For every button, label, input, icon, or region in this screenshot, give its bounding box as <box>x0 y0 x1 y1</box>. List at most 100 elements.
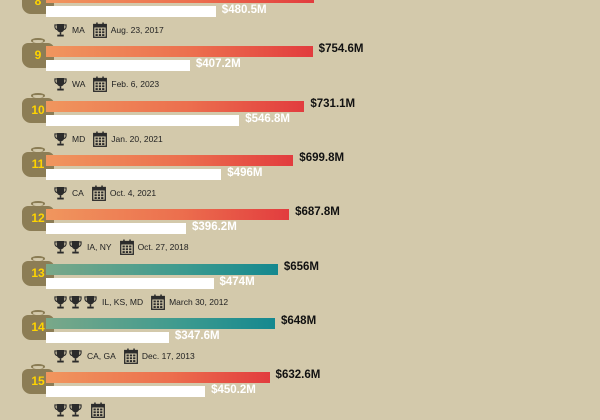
trophy-group <box>54 403 84 417</box>
winner-meta <box>54 401 109 419</box>
total-bar <box>46 100 305 112</box>
winner-meta: IA, NY Oct. 27, 2018 <box>54 238 189 256</box>
opening-value-label: $496M <box>227 166 263 179</box>
winner-states: IL, KS, MD <box>102 296 144 307</box>
total-bar <box>46 317 275 329</box>
rank-label: 14 <box>31 319 45 334</box>
trophy-group <box>54 77 69 91</box>
opening-value-label: $347.6M <box>174 329 220 342</box>
trophy-group <box>54 186 69 200</box>
money-bag-knot <box>31 38 45 44</box>
total-bar <box>46 263 278 275</box>
draw-date: Aug. 23, 2017 <box>110 25 164 35</box>
opening-bar <box>46 168 222 180</box>
calendar-icon <box>91 402 105 419</box>
trophy-group <box>54 23 69 37</box>
winner-meta: MD Jan. 20, 2021 <box>54 130 163 148</box>
rank-label: 8 <box>34 0 42 8</box>
money-bag-knot <box>31 92 45 98</box>
money-bag-knot <box>31 255 45 261</box>
winner-meta: IL, KS, MD March 30, 2012 <box>54 293 228 311</box>
winner-meta: MA Aug. 23, 2017 <box>54 21 164 39</box>
trophy-icon <box>54 186 67 200</box>
trophy-icon <box>84 295 97 308</box>
money-bag-knot <box>31 364 45 370</box>
winner-states: MA <box>72 25 85 35</box>
money-bag-knot <box>31 201 45 207</box>
opening-value-label: $450.2M <box>211 384 256 397</box>
opening-bar <box>46 114 240 126</box>
trophy-group <box>54 240 84 254</box>
total-value-label: $656M <box>283 260 319 273</box>
rank-label: 12 <box>31 211 45 226</box>
opening-bar <box>46 386 206 398</box>
opening-value-label: $396.2M <box>192 221 237 234</box>
trophy-icon <box>69 349 82 363</box>
total-value-label: $731.1M <box>310 97 356 110</box>
calendar-icon <box>92 22 107 38</box>
trophy-group <box>54 349 84 363</box>
trophy-icon <box>54 132 67 146</box>
trophy-icon <box>54 23 67 37</box>
calendar-icon <box>119 239 134 256</box>
total-value-label: $648M <box>281 314 317 327</box>
total-value-label: $632.6M <box>275 369 321 382</box>
draw-date: Oct. 27, 2018 <box>137 242 189 253</box>
winner-meta: CA Oct. 4, 2021 <box>54 184 156 202</box>
bar-row: 12 $687.8M $396.2M IA, NY Oct. 27, 2018 <box>0 201 600 257</box>
trophy-icon <box>69 241 82 254</box>
total-bar <box>46 209 290 221</box>
bar-row: 10 $731.1M $546.8M MD Jan. 20, 2021 <box>0 92 600 149</box>
winner-meta: WA Feb. 6, 2023 <box>54 75 159 93</box>
trophy-group <box>54 295 99 309</box>
trophy-icon <box>54 78 67 91</box>
draw-date: Feb. 6, 2023 <box>111 79 160 90</box>
trophy-icon <box>54 349 67 363</box>
trophy-icon <box>69 295 82 308</box>
opening-value-label: $407.2M <box>195 58 241 71</box>
bar-row: 13 $656M $474M IL, KS, MD March 30, 2012 <box>0 255 600 312</box>
opening-bar <box>46 223 187 235</box>
bar-row: 8 $758.7M $480.5M MA Aug. 23, 2017 <box>0 0 600 40</box>
calendar-icon <box>123 348 138 364</box>
opening-bar <box>46 277 214 289</box>
total-value-label: $699.8M <box>299 151 345 164</box>
rank-label: 13 <box>31 265 45 280</box>
trophy-icon <box>54 295 67 308</box>
winner-meta: CA, GA Dec. 17, 2013 <box>54 347 195 365</box>
trophy-group <box>54 132 69 146</box>
calendar-icon <box>93 76 108 93</box>
rank-label: 9 <box>34 48 42 63</box>
trophy-icon <box>54 241 67 254</box>
winner-states: CA <box>72 187 84 198</box>
calendar-icon <box>151 294 166 310</box>
rank-label: 15 <box>31 374 45 389</box>
trophy-icon <box>54 404 67 417</box>
opening-value-label: $474M <box>219 275 255 288</box>
calendar-icon <box>93 131 108 147</box>
bar-row: 14 $648M $347.6M CA, GA Dec. 17, 2013 <box>0 309 600 366</box>
opening-bar <box>46 6 216 17</box>
rank-label: 10 <box>31 102 45 117</box>
draw-date: Jan. 20, 2021 <box>111 133 163 144</box>
opening-bar <box>46 331 169 343</box>
opening-bar <box>46 60 190 72</box>
trophy-icon <box>69 404 82 417</box>
bar-row: 9 $754.6M $407.2M WA Feb. 6, 2023 <box>0 38 600 94</box>
total-value-label: $758.7M <box>320 0 365 1</box>
total-value-label: $754.6M <box>318 43 364 56</box>
total-bar <box>46 46 313 58</box>
bar-row: 15 $632.6M $450.2M <box>0 364 600 420</box>
draw-date: March 30, 2012 <box>169 296 229 307</box>
winner-states: MD <box>72 133 86 144</box>
rank-label: 11 <box>31 156 45 171</box>
bar-row: 11 $699.8M $496M CA Oct. 4, 2021 <box>0 146 600 203</box>
winner-states: IA, NY <box>87 242 112 253</box>
winner-states: CA, GA <box>87 350 116 361</box>
money-bag-knot <box>31 309 45 315</box>
winner-states: WA <box>72 79 86 90</box>
total-bar <box>46 154 294 166</box>
money-bag-knot <box>31 146 45 152</box>
opening-value-label: $480.5M <box>221 4 267 16</box>
